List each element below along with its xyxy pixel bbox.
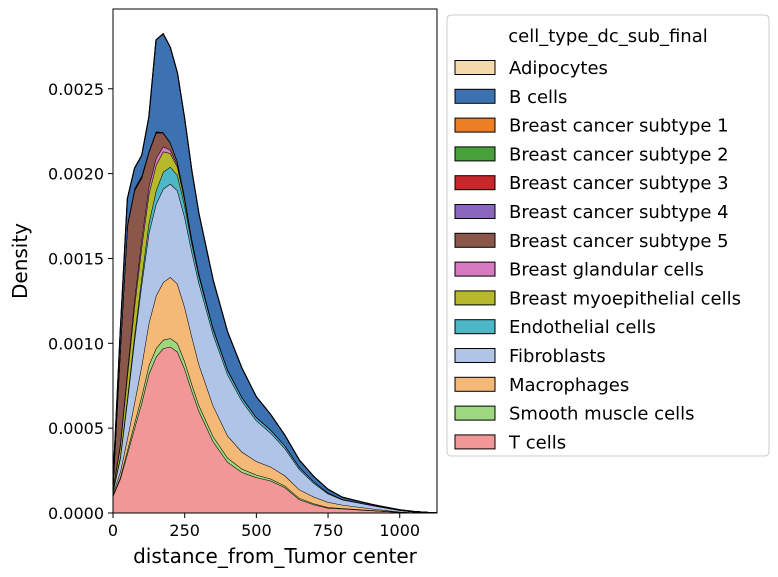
- legend-label-macrophages: Macrophages: [509, 375, 629, 396]
- legend-swatch-endothelial-cells: [454, 319, 496, 335]
- x-tick-label: 750: [313, 521, 344, 540]
- y-tick-label: 0.0000: [48, 504, 104, 523]
- y-axis-title: Density: [8, 223, 32, 299]
- legend-swatch-fibroblasts: [454, 348, 496, 363]
- area-breast-cancer-subtype-5: [113, 132, 437, 513]
- legend-title: cell_type_dc_sub_final: [508, 26, 708, 47]
- legend-swatch-breast-cancer-subtype-3: [454, 175, 496, 191]
- y-tick-label: 0.0010: [48, 334, 104, 353]
- legend-swatch-adipocytes: [454, 60, 496, 75]
- legend-swatch-breast-cancer-subtype-4: [454, 204, 496, 219]
- y-tick-label: 0.0025: [48, 80, 104, 99]
- legend-label-breast-myoepithelial-cells: Breast myoepithelial cells: [509, 288, 741, 309]
- legend-label-t-cells: T cells: [508, 432, 566, 453]
- legend-swatch-b-cells: [454, 88, 496, 104]
- legend-label-breast-cancer-subtype-5: Breast cancer subtype 5: [509, 231, 729, 252]
- legend-swatch-breast-glandular-cells: [454, 261, 496, 277]
- legend-label-adipocytes: Adipocytes: [509, 58, 608, 79]
- legend-swatch-breast-myoepithelial-cells: [454, 290, 496, 306]
- y-tick-label: 0.0015: [48, 249, 104, 268]
- area-layers: [112, 32, 438, 514]
- y-tick-label: 0.0005: [48, 419, 104, 438]
- legend-label-fibroblasts: Fibroblasts: [509, 346, 606, 367]
- y-tick-label: 0.0020: [48, 165, 104, 184]
- legend-label-breast-cancer-subtype-1: Breast cancer subtype 1: [509, 116, 729, 137]
- legend-swatch-smooth-muscle-cells: [454, 405, 496, 421]
- area-t-cells: [113, 346, 437, 513]
- legend-swatch-breast-cancer-subtype-2: [454, 146, 496, 162]
- x-axis: 0 250 500 750 1000: [108, 513, 420, 540]
- legend-items: Adipocytes B cells Breast cancer subtype 1…: [454, 58, 741, 453]
- plot-frame: [112, 8, 438, 514]
- y-axis: 0.0000 0.0005 0.0010 0.0015 0.0020 0.0025: [48, 80, 113, 523]
- legend-label-smooth-muscle-cells: Smooth muscle cells: [509, 404, 695, 425]
- legend-label-breast-cancer-subtype-4: Breast cancer subtype 4: [509, 202, 729, 223]
- area-fibroblasts: [113, 183, 437, 514]
- legend-swatch-t-cells: [454, 434, 496, 450]
- x-tick-label: 250: [169, 521, 200, 540]
- legend-swatch-breast-cancer-subtype-1: [454, 117, 496, 133]
- legend: cell_type_dc_sub_final Adipocytes B cells…: [446, 14, 770, 457]
- legend-label-endothelial-cells: Endothelial cells: [509, 317, 656, 338]
- legend-label-breast-glandular-cells: Breast glandular cells: [509, 260, 704, 281]
- legend-box: [446, 14, 770, 457]
- legend-label-b-cells: B cells: [509, 87, 567, 108]
- legend-swatch-breast-cancer-subtype-5: [454, 232, 496, 248]
- x-tick-label: 500: [241, 521, 272, 540]
- x-tick-label: 1000: [379, 521, 420, 540]
- legend-swatch-macrophages: [454, 376, 496, 392]
- legend-label-breast-cancer-subtype-2: Breast cancer subtype 2: [509, 144, 729, 165]
- x-axis-title: distance_from_Tumor center: [133, 544, 418, 568]
- area-outline-adipocytes: [112, 32, 438, 514]
- legend-label-breast-cancer-subtype-3: Breast cancer subtype 3: [509, 173, 729, 194]
- x-tick-label: 0: [108, 521, 118, 540]
